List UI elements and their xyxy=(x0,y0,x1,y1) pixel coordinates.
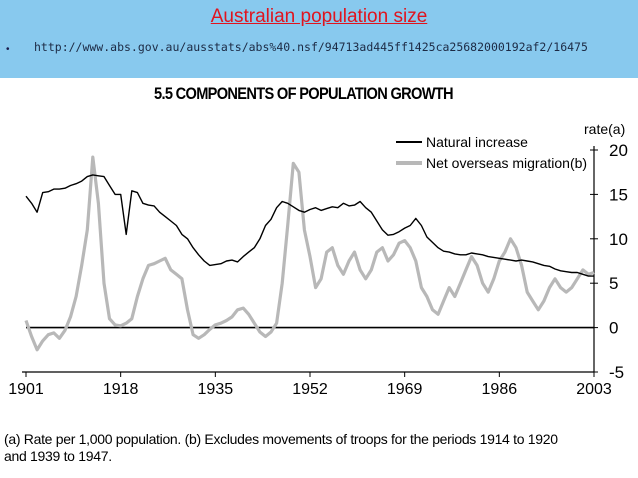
y-tick-label--5: -5 xyxy=(609,363,624,382)
footnote-line-1: (a) Rate per 1,000 population. (b) Exclu… xyxy=(4,431,558,447)
y-tick-label-15: 15 xyxy=(609,185,628,204)
series-line-natural-increase xyxy=(25,174,594,277)
plot-area: 1901 1918 1935 1952 1969 1986 2003-5 0 5 10 15 20 xyxy=(8,141,628,398)
footnote-line-2: and 1939 to 1947. xyxy=(4,448,112,464)
slide-title: Australian population size xyxy=(210,6,428,27)
series-line-net-overseas-migration xyxy=(24,155,595,352)
x-tick-label-1986: 1986 xyxy=(482,381,518,398)
y-tick-label-20: 20 xyxy=(609,141,628,160)
legend-label-net-overseas-migration: Net overseas migration(b) xyxy=(426,155,587,171)
y-tick-label-5: 5 xyxy=(609,274,618,293)
x-tick-label-1935: 1935 xyxy=(198,381,234,398)
population-growth-chart: Natural increase Net overseas migration(… xyxy=(8,121,628,398)
source-url-link[interactable]: http://www.abs.gov.au/ausstats/abs%40.ns… xyxy=(34,40,588,54)
bullet-marker: • xyxy=(6,44,10,55)
x-tick-label-1952: 1952 xyxy=(292,381,328,398)
title-banner xyxy=(0,0,638,78)
y-tick-label-0: 0 xyxy=(609,319,618,338)
y-axis-label: rate(a) xyxy=(584,121,625,137)
legend-label-natural-increase: Natural increase xyxy=(426,134,528,150)
x-tick-label-1901: 1901 xyxy=(8,381,44,398)
chart-footnote: (a) Rate per 1,000 population. (b) Exclu… xyxy=(4,431,634,465)
y-tick-label-10: 10 xyxy=(609,230,628,249)
chart-title: 5.5 COMPONENTS OF POPULATION GROWTH xyxy=(154,84,454,103)
x-tick-label-1969: 1969 xyxy=(387,381,423,398)
chart-legend: Natural increase Net overseas migration(… xyxy=(396,134,587,171)
x-tick-label-2003: 2003 xyxy=(576,381,612,398)
x-tick-label-1918: 1918 xyxy=(103,381,139,398)
